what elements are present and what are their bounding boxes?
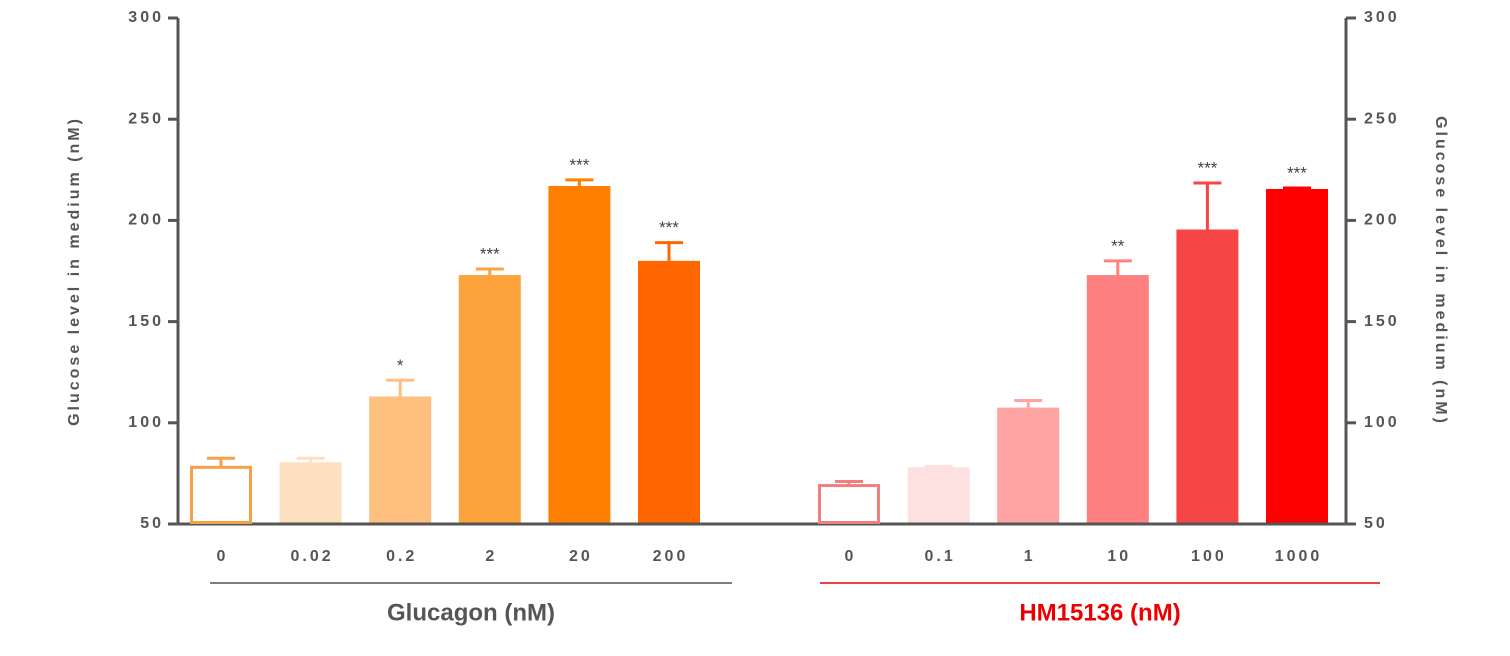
x-tick-label: 1000 <box>1275 548 1323 565</box>
y-tick-label: 200 <box>128 212 164 229</box>
bar <box>1266 189 1328 523</box>
bar <box>548 185 611 523</box>
bar <box>997 407 1060 523</box>
significance: *** <box>1197 158 1217 177</box>
bar <box>1086 275 1149 523</box>
bar <box>369 396 432 523</box>
significance: *** <box>569 155 589 174</box>
y-tick-label: 150 <box>128 313 164 330</box>
y-axis-label: Glucose level in medium (nM) <box>1432 116 1449 426</box>
x-tick-label: 0.2 <box>386 548 417 565</box>
y-tick-label: 300 <box>128 9 164 26</box>
y-tick-label: 50 <box>1364 515 1388 532</box>
bar <box>638 260 700 523</box>
x-axis-label: Glucagon (nM) <box>387 599 555 626</box>
significance: * <box>397 356 404 375</box>
y-tick-label: 200 <box>1364 212 1400 229</box>
y-tick-label: 100 <box>1364 414 1400 431</box>
bar <box>818 484 880 525</box>
significance: ** <box>1111 236 1125 255</box>
significance: *** <box>1287 164 1307 183</box>
x-tick-label: 100 <box>1191 548 1227 565</box>
bar <box>1176 229 1239 523</box>
x-tick-label: 1 <box>1024 548 1036 565</box>
y-tick-label: 150 <box>1364 313 1400 330</box>
y-tick-label: 250 <box>1364 110 1400 127</box>
y-tick-label: 300 <box>1364 9 1400 26</box>
x-tick-label: 0.02 <box>291 548 334 565</box>
significance: *** <box>659 218 679 237</box>
significance: *** <box>480 244 500 263</box>
bar <box>458 275 521 523</box>
x-tick-label: 0.1 <box>924 548 955 565</box>
x-tick-label: 200 <box>653 548 689 565</box>
y-tick-label: 50 <box>140 515 164 532</box>
y-tick-label: 100 <box>128 414 164 431</box>
bar <box>190 465 252 525</box>
bar <box>907 467 970 523</box>
x-tick-label: 20 <box>569 548 593 565</box>
x-tick-label: 0 <box>845 548 857 565</box>
x-tick-label: 0 <box>217 548 229 565</box>
x-axis-label: HM15136 (nM) <box>1019 599 1180 626</box>
y-axis-label: Glucose level in medium (nM) <box>66 116 83 426</box>
x-tick-label: 2 <box>485 548 497 565</box>
bar <box>279 462 342 523</box>
y-tick-label: 250 <box>128 110 164 127</box>
x-tick-label: 10 <box>1107 548 1131 565</box>
